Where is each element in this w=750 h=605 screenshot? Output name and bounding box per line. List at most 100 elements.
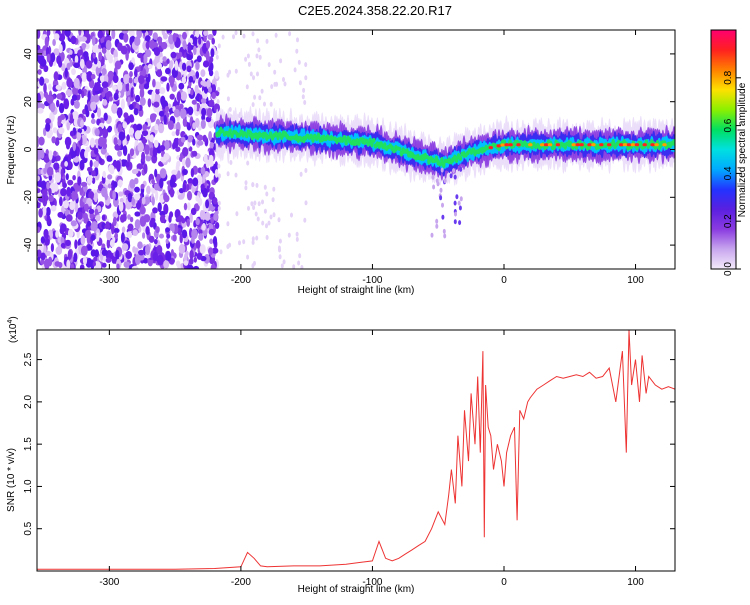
heatmap-speckle: [93, 161, 99, 168]
heatmap-speckle: [107, 174, 112, 179]
heatmap-speckle: [189, 250, 193, 260]
heatmap-speckle: [299, 80, 302, 85]
heatmap-speckle: [41, 236, 45, 243]
heatmap-speckle: [102, 129, 108, 139]
colorbar-tick-label: 0.6: [723, 118, 734, 132]
heatmap-speckle: [60, 188, 67, 196]
heatmap-speckle: [437, 181, 440, 186]
heatmap-speckle: [432, 175, 435, 180]
heatmap-speckle: [91, 113, 95, 119]
heatmap-peak: [591, 143, 595, 146]
heatmap-speckle: [294, 67, 297, 72]
heatmap-speckle: [89, 209, 95, 214]
heatmap-speckle: [275, 82, 278, 87]
heatmap-speckle: [116, 160, 121, 171]
heatmap-speckle: [172, 223, 175, 233]
spectrogram-y-tick-label: 20: [23, 96, 34, 108]
heatmap-speckle: [187, 42, 191, 53]
heatmap-speckle: [187, 202, 191, 210]
heatmap-speckle: [86, 60, 93, 69]
heatmap-speckle: [94, 193, 98, 203]
heatmap-speckle: [43, 168, 47, 174]
spectrogram-x-tick-label: 100: [627, 275, 644, 286]
heatmap-speckle: [69, 50, 73, 55]
heatmap-speckle: [94, 84, 99, 91]
heatmap-speckle: [161, 76, 168, 81]
heatmap-speckle: [163, 115, 167, 125]
heatmap-speckle: [275, 33, 278, 38]
heatmap-speckle: [95, 128, 100, 136]
heatmap-speckle: [192, 100, 197, 105]
heatmap-speckle: [56, 85, 62, 90]
heatmap-speckle: [113, 181, 118, 188]
heatmap-speckle: [264, 185, 267, 190]
heatmap-speckle: [46, 207, 51, 216]
heatmap-peak: [548, 143, 552, 146]
heatmap-speckle: [252, 75, 255, 80]
heatmap-speckle: [94, 249, 99, 257]
heatmap-speckle: [194, 257, 197, 263]
heatmap-speckle: [55, 172, 61, 183]
heatmap-speckle: [125, 251, 132, 259]
heatmap-speckle: [208, 247, 213, 255]
heatmap-speckle: [90, 101, 96, 110]
heatmap-speckle: [203, 60, 209, 67]
heatmap-speckle: [452, 168, 455, 173]
heatmap-speckle: [83, 256, 87, 265]
heatmap-speckle: [255, 212, 258, 217]
heatmap-ridge-cell: [372, 138, 376, 143]
heatmap-speckle: [129, 127, 134, 135]
heatmap-speckle: [440, 188, 443, 193]
heatmap-speckle: [48, 84, 52, 91]
heatmap-speckle: [129, 179, 135, 189]
heatmap-speckle: [208, 87, 212, 93]
heatmap-speckle: [150, 134, 154, 142]
heatmap-speckle: [217, 87, 220, 92]
heatmap-speckle: [115, 61, 122, 70]
heatmap-speckle: [204, 154, 208, 162]
heatmap-speckle: [458, 201, 461, 206]
heatmap-speckle: [66, 78, 72, 88]
heatmap-speckle: [40, 253, 45, 261]
heatmap-speckle: [155, 226, 160, 233]
heatmap-speckle: [171, 170, 177, 176]
heatmap-speckle: [81, 246, 88, 256]
snr-x-tick-label: 100: [627, 577, 644, 588]
heatmap-speckle: [200, 69, 205, 77]
heatmap-speckle: [85, 230, 91, 239]
heatmap-speckle: [123, 112, 128, 118]
heatmap-speckle: [251, 182, 254, 187]
heatmap-speckle: [97, 108, 101, 118]
snr-x-label: Height of straight line (km): [298, 584, 415, 595]
heatmap-speckle: [88, 245, 93, 250]
heatmap-speckle: [80, 120, 84, 128]
spectrogram-panel: -300 -200 -100 0 100-40-2002040 Height of st…: [6, 26, 676, 296]
heatmap-speckle: [170, 187, 174, 197]
heatmap-speckle: [84, 204, 89, 212]
heatmap-speckle: [66, 89, 73, 96]
heatmap-speckle: [150, 218, 155, 223]
heatmap-speckle: [148, 64, 153, 69]
heatmap-speckle: [213, 213, 218, 221]
heatmap-speckle: [455, 194, 458, 199]
heatmap-peak: [572, 143, 576, 146]
heatmap-speckle: [91, 234, 96, 240]
heatmap-speckle: [247, 206, 250, 211]
heatmap-speckle: [90, 138, 95, 148]
heatmap-peak: [544, 143, 548, 146]
heatmap-speckle: [128, 62, 134, 70]
heatmap-speckle: [264, 209, 267, 214]
heatmap-speckle: [97, 61, 101, 68]
heatmap-speckle: [270, 102, 273, 107]
heatmap-speckle: [51, 205, 57, 212]
heatmap-speckle: [211, 38, 215, 45]
heatmap-speckle: [80, 188, 84, 196]
heatmap-speckle: [246, 255, 249, 260]
heatmap-speckle: [250, 72, 253, 77]
heatmap-speckle: [213, 236, 217, 246]
heatmap-speckle: [203, 135, 207, 142]
heatmap-speckle: [56, 246, 63, 255]
heatmap-speckle: [217, 99, 220, 104]
heatmap-speckle: [261, 89, 264, 94]
